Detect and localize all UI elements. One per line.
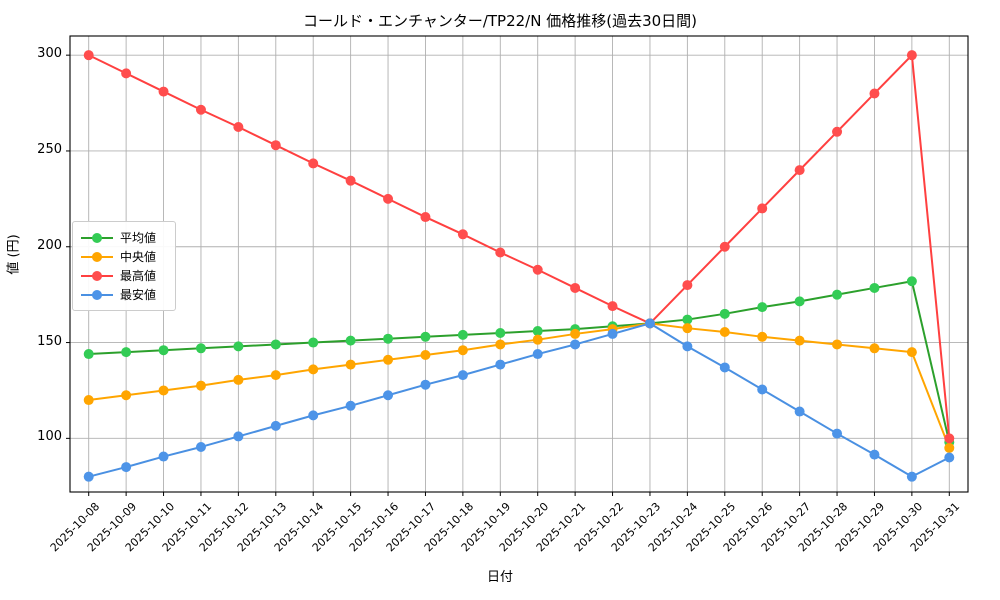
y-tick-label: 150 <box>37 333 62 349</box>
legend-label-max: 最高値 <box>120 269 157 283</box>
x-axis-label: 日付 <box>486 570 513 585</box>
legend-label-average: 平均値 <box>120 231 157 245</box>
legend-swatch-min-icon <box>81 288 113 302</box>
legend-label-median: 中央値 <box>120 250 157 264</box>
y-tick-label: 300 <box>37 46 62 62</box>
legend-label-min: 最安値 <box>120 288 157 302</box>
chart-title: コールド・エンチャンター/TP22/N 価格推移(過去30日間) <box>302 12 698 30</box>
legend-item-average: 平均値 <box>81 228 167 247</box>
chart-legend: 平均値 中央値 最高値 最安値 <box>72 221 176 311</box>
legend-item-median: 中央値 <box>81 247 167 266</box>
y-tick-label: 100 <box>37 429 62 445</box>
y-axis-label: 値 (円) <box>6 234 22 275</box>
y-tick-label: 250 <box>37 141 62 157</box>
y-tick-label: 200 <box>37 237 62 253</box>
legend-swatch-median-icon <box>81 250 113 264</box>
legend-item-max: 最高値 <box>81 266 167 285</box>
legend-item-min: 最安値 <box>81 285 167 304</box>
legend-swatch-average-icon <box>81 231 113 245</box>
legend-swatch-max-icon <box>81 269 113 283</box>
